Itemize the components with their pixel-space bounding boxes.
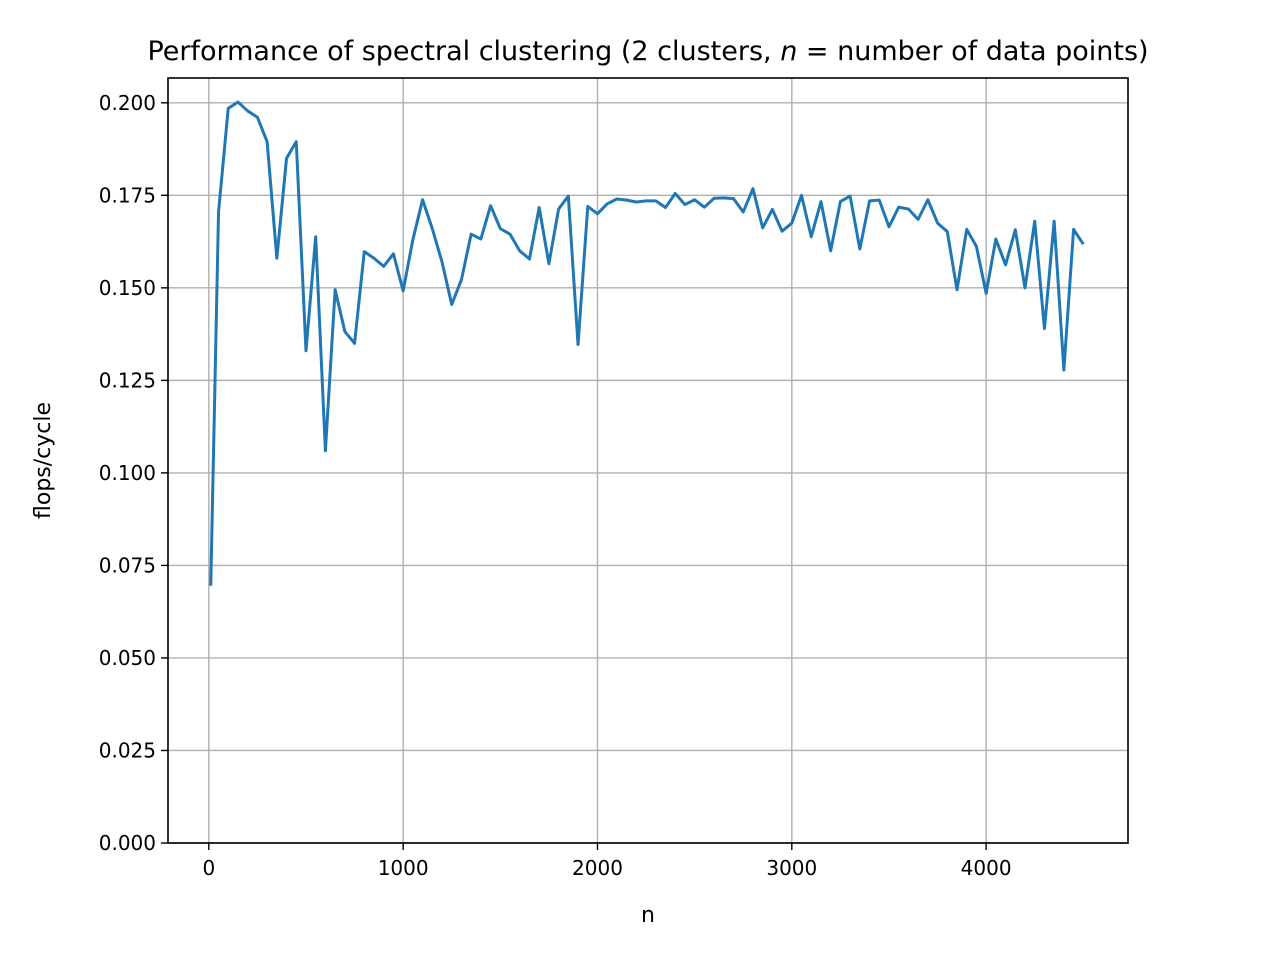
y-tick-label: 0.125	[99, 368, 156, 392]
x-tick-label: 0	[202, 856, 215, 880]
y-tick-label: 0.175	[99, 183, 156, 207]
y-tick-label: 0.025	[99, 738, 156, 762]
y-tick-label: 0.075	[99, 553, 156, 577]
plot-frame	[167, 77, 1129, 844]
series-line	[209, 100, 1085, 586]
x-tick-label: 3000	[766, 856, 817, 880]
y-tick-label: 0.150	[99, 276, 156, 300]
chart-title: Performance of spectral clustering (2 cl…	[147, 36, 1148, 67]
y-tick-label: 0.200	[99, 91, 156, 115]
y-tick-label: 0.100	[99, 461, 156, 485]
y-axis-label: flops/cycle	[31, 402, 56, 519]
x-tick-label: 1000	[378, 856, 429, 880]
data-series	[209, 100, 1085, 586]
x-tick-label: 2000	[572, 856, 623, 880]
x-tick-label: 4000	[961, 856, 1012, 880]
x-axis-label: n	[641, 903, 655, 928]
axis-ticks: 0 1000 2000 3000 4000 0.000 0.025 0.050 0.075 0.1…	[99, 91, 1012, 880]
y-tick-label: 0.050	[99, 646, 156, 670]
y-tick-label: 0.000	[99, 831, 156, 855]
